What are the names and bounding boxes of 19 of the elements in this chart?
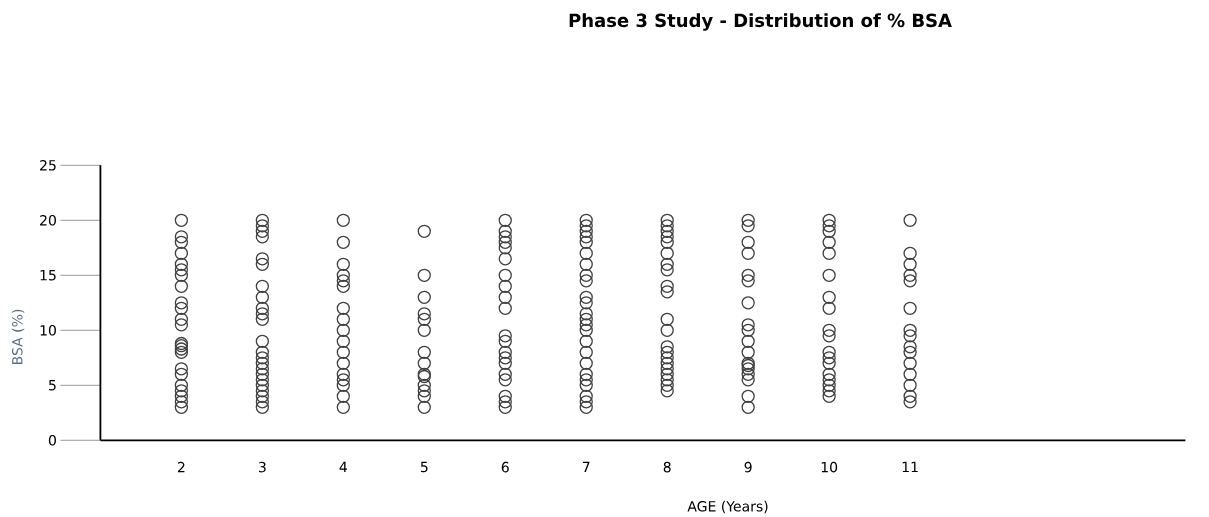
x-tick-label: 11 (902, 462, 918, 473)
x-axis-title: AGE (Years) (687, 500, 768, 514)
y-tick-label: 15 (40, 270, 56, 281)
x-tick-label: 3 (258, 462, 266, 473)
x-tick-label: 9 (744, 462, 752, 473)
x-tick-label: 10 (821, 462, 838, 473)
y-tick-label: 10 (40, 325, 56, 336)
x-tick-label: 7 (582, 462, 590, 473)
x-tick-label: 5 (420, 462, 428, 473)
x-tick-label: 2 (177, 462, 185, 473)
y-tick-label: 20 (40, 215, 56, 226)
x-tick-label: 6 (501, 462, 509, 473)
y-tick-label: 25 (40, 160, 56, 171)
x-tick-label: 4 (339, 462, 347, 473)
chart-title: Phase 3 Study - Distribution of % BSA (569, 13, 952, 31)
x-tick-label: 8 (663, 462, 671, 473)
y-tick-label: 0 (48, 435, 56, 446)
y-axis-title: BSA (%) (11, 310, 25, 365)
y-tick-label: 5 (49, 380, 56, 391)
